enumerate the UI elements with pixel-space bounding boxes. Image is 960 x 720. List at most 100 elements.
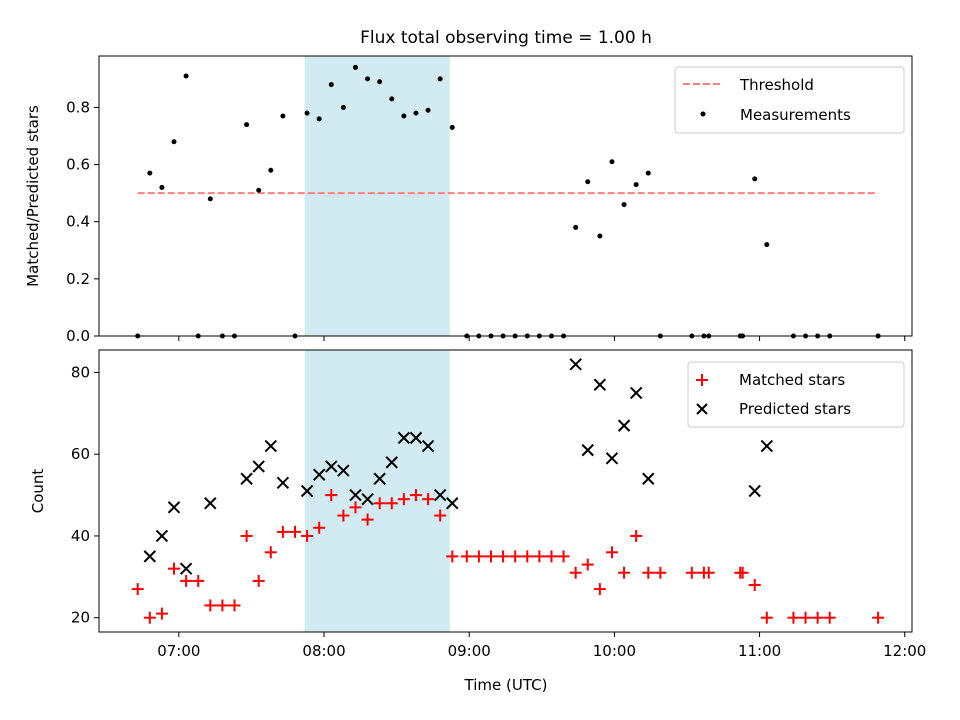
bottom-x-tick-label: 11:00 — [738, 642, 781, 660]
legend-threshold-label: Threshold — [739, 76, 814, 94]
matched-star-point — [460, 550, 473, 563]
matched-star-point — [509, 550, 522, 563]
matched-star-point — [533, 550, 546, 563]
top-chart-title: Flux total observing time = 1.00 h — [360, 28, 652, 48]
matched-star-point — [143, 611, 156, 624]
matched-star-point — [748, 579, 761, 591]
measurement-point — [401, 113, 407, 119]
predicted-star-point — [179, 562, 193, 575]
measurement-point — [183, 73, 189, 79]
measurement-point — [268, 167, 274, 173]
predicted-star-point — [240, 472, 253, 485]
predicted-star-point — [349, 488, 362, 502]
measurement-point — [159, 184, 165, 190]
measurement-point — [171, 139, 177, 145]
matched-star-point — [642, 566, 655, 579]
matched-star-point — [168, 562, 181, 575]
matched-star-point — [180, 574, 193, 587]
measurement-point — [425, 107, 431, 113]
matched-star-point — [192, 574, 205, 587]
matched-star-point — [240, 529, 253, 542]
bottom-y-tick-label: 40 — [71, 527, 90, 545]
bottom-y-axis-label: Count — [29, 469, 47, 514]
legend-predicted-swatch — [696, 403, 708, 415]
matched-star-point — [581, 558, 594, 571]
matched-star-point — [252, 574, 265, 587]
top-y-tick-label: 0.6 — [66, 156, 90, 174]
matched-star-point — [155, 607, 168, 620]
measurement-point — [449, 124, 455, 130]
matched-star-point — [301, 529, 314, 542]
bottom-axes-frame — [98, 349, 913, 633]
matched-star-point — [872, 611, 885, 624]
matched-star-point — [216, 599, 229, 612]
predicted-star-point — [748, 484, 761, 498]
bottom-x-ticks: 07:00 08:00 09:00 10:00 11:00 12:00 — [157, 632, 926, 660]
matched-star-point — [228, 599, 241, 612]
matched-star-point — [593, 583, 606, 596]
predicted-star-point — [593, 378, 607, 391]
matched-star-point — [823, 611, 836, 624]
matched-star-point — [204, 599, 217, 612]
matched-star-point — [385, 497, 398, 510]
measurement-point — [752, 176, 758, 182]
legend-measurements-label: Measurements — [740, 106, 851, 124]
predicted-star-point — [409, 431, 423, 445]
measurement-point — [377, 79, 383, 85]
matched-star-point — [605, 546, 618, 559]
bottom-y-tick-label: 20 — [71, 609, 90, 627]
predicted-star-point — [264, 439, 278, 453]
predicted-star-point — [276, 476, 290, 490]
matched-star-point — [630, 529, 643, 542]
measurement-point — [437, 76, 443, 82]
matched-star-point — [497, 550, 510, 563]
measurement-point — [389, 96, 395, 102]
matched-star-point — [557, 550, 570, 563]
measurement-point — [340, 104, 346, 110]
matched-star-point — [811, 611, 824, 624]
bottom-x-tick-label: 08:00 — [302, 642, 345, 660]
measurement-point — [280, 113, 286, 119]
matched-star-point — [702, 566, 715, 579]
legend-matched-swatch — [696, 374, 708, 386]
measurement-point — [304, 110, 310, 116]
legend-predicted-label: Predicted stars — [739, 400, 851, 418]
predicted-star-point — [385, 456, 398, 469]
predicted-star-point — [373, 472, 386, 485]
predicted-star-point — [629, 386, 643, 400]
measurement-point — [207, 196, 213, 202]
legend-measurements-swatch — [700, 111, 706, 117]
predicted-star-point — [569, 358, 582, 371]
matched-star-point — [521, 550, 534, 563]
predicted-star-point — [167, 501, 181, 514]
matched-star-point — [434, 509, 447, 522]
predicted-star-point — [581, 443, 594, 457]
bottom-x-tick-label: 12:00 — [883, 642, 926, 660]
top-y-ticks: 0.0 0.2 0.4 0.6 0.8 — [66, 98, 99, 345]
predicted-star-point — [421, 439, 435, 453]
predicted-star-point — [312, 468, 326, 481]
matched-star-point — [799, 611, 812, 624]
predicted-star-point — [300, 484, 314, 498]
measurement-point — [256, 187, 262, 193]
matched-star-point — [654, 566, 667, 579]
top-y-tick-label: 0.4 — [66, 213, 90, 231]
matched-star-point — [618, 566, 631, 579]
matched-star-point — [361, 513, 374, 526]
matched-star-point — [409, 489, 422, 502]
bottom-legend: Matched stars Predicted stars — [687, 361, 905, 428]
top-x-ticks — [178, 336, 906, 341]
predicted-star-point — [337, 464, 350, 477]
predicted-stars-series — [143, 358, 774, 575]
measurement-point — [597, 233, 603, 239]
matched-star-point — [472, 550, 485, 563]
measurement-point — [609, 159, 615, 165]
top-legend-box — [674, 66, 905, 134]
predicted-star-point — [446, 497, 459, 510]
measurement-point — [413, 110, 419, 116]
predicted-star-point — [155, 529, 169, 543]
top-y-tick-label: 0.8 — [66, 98, 90, 116]
predicted-star-point — [397, 431, 411, 445]
